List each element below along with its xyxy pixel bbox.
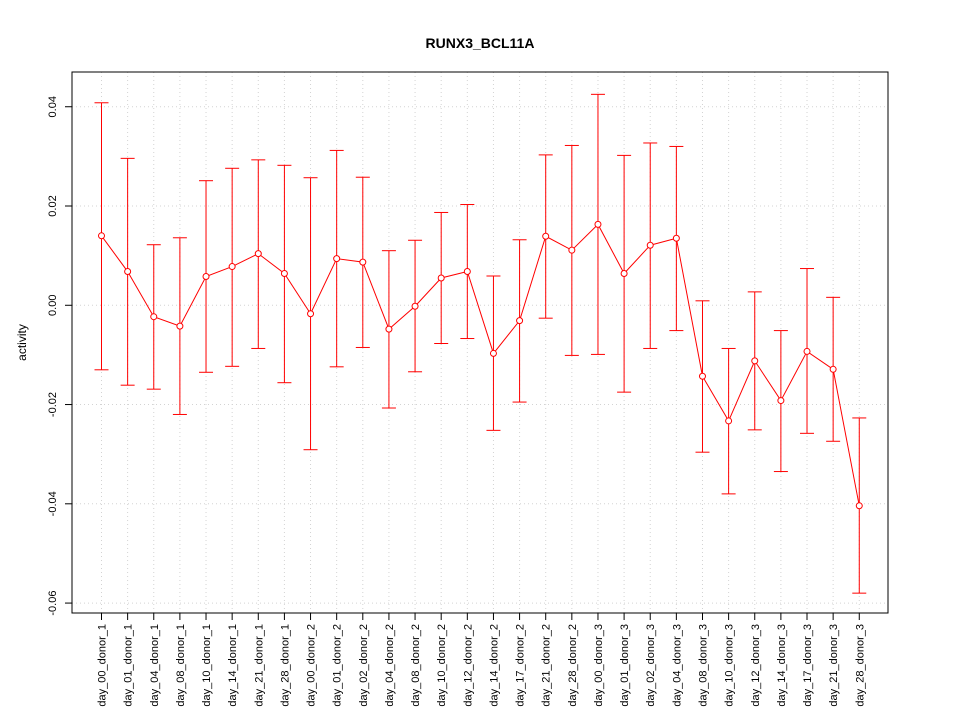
x-tick-label: day_00_donor_2 <box>306 624 318 707</box>
x-tick-label: day_04_donor_3 <box>671 624 683 707</box>
data-point <box>98 232 105 240</box>
x-tick-label: day_04_donor_1 <box>149 624 161 707</box>
data-point <box>150 313 158 321</box>
x-tick-label: day_12_donor_3 <box>750 624 762 707</box>
plot-frame <box>71 71 889 614</box>
data-point <box>489 349 497 357</box>
data-point <box>437 274 445 282</box>
x-tick-label: day_21_donor_1 <box>253 624 265 707</box>
data-point <box>672 234 680 242</box>
x-tick-label: day_14_donor_3 <box>776 624 788 707</box>
x-tick-label: day_02_donor_3 <box>645 624 657 707</box>
x-tick-label: day_10_donor_2 <box>436 624 448 707</box>
data-point <box>202 272 210 280</box>
data-point <box>568 246 576 254</box>
x-tick-label: day_02_donor_2 <box>358 624 370 707</box>
y-tick-label: 0.04 <box>47 96 59 117</box>
x-tick-label: day_12_donor_2 <box>462 624 474 707</box>
data-point <box>803 347 811 355</box>
data-point <box>307 310 315 318</box>
x-tick-label: day_01_donor_2 <box>332 624 344 707</box>
x-tick-label: day_04_donor_2 <box>384 624 396 707</box>
y-tick-label: -0.02 <box>47 392 59 417</box>
data-point <box>725 417 733 425</box>
y-axis: -0.06 -0.04 -0.02 0.00 0.02 0.04 <box>47 96 73 616</box>
x-tick-label: day_28_donor_2 <box>567 624 579 707</box>
y-tick-label: -0.04 <box>47 491 59 516</box>
x-tick-label: day_01_donor_3 <box>619 624 631 707</box>
data-point <box>411 302 419 310</box>
y-tick-label: 0.00 <box>47 295 59 316</box>
data-point <box>542 232 550 240</box>
y-tick-label: 0.02 <box>47 195 59 216</box>
x-tick-label: day_10_donor_3 <box>724 624 736 707</box>
x-tick-label: day_08_donor_1 <box>175 624 187 707</box>
data-point <box>829 365 837 373</box>
x-tick-label: day_00_donor_1 <box>97 624 109 707</box>
y-tick-label: -0.06 <box>47 591 59 616</box>
data-point <box>594 220 602 228</box>
x-tick-label: day_01_donor_1 <box>123 624 135 707</box>
data-point <box>254 250 262 258</box>
data-point <box>124 268 132 276</box>
y-axis-label: activity <box>15 324 29 361</box>
x-tick-label: day_14_donor_2 <box>488 624 500 707</box>
x-tick-label: day_08_donor_2 <box>410 624 422 707</box>
x-tick-label: day_21_donor_2 <box>541 624 553 707</box>
data-point <box>516 317 524 325</box>
data-point <box>280 270 288 278</box>
data-point <box>855 502 863 510</box>
x-tick-label: day_28_donor_3 <box>854 624 866 707</box>
x-tick-label: day_28_donor_1 <box>279 624 291 707</box>
data-point <box>777 397 785 405</box>
x-tick-label: day_10_donor_1 <box>201 624 213 707</box>
data-point <box>228 263 236 271</box>
data-point <box>385 325 393 333</box>
data-point <box>620 270 628 278</box>
data-point <box>646 241 654 249</box>
error-bars <box>94 93 867 594</box>
series-line <box>101 223 860 506</box>
data-point <box>751 357 759 365</box>
data-series <box>98 220 863 510</box>
chart-title: RUNX3_BCL11A <box>426 35 535 51</box>
data-point <box>333 255 341 263</box>
x-tick-label: day_00_donor_3 <box>593 624 605 707</box>
x-axis: day_00_donor_1 day_01_donor_1 day_04_donor… <box>97 612 866 707</box>
x-tick-label: day_21_donor_3 <box>828 624 840 707</box>
grid-lines <box>72 72 888 613</box>
data-point <box>698 372 706 380</box>
x-tick-label: day_08_donor_3 <box>697 624 709 707</box>
x-tick-label: day_17_donor_2 <box>515 624 527 707</box>
data-point <box>463 268 471 276</box>
x-tick-label: day_17_donor_3 <box>802 624 814 707</box>
data-point <box>359 258 367 266</box>
x-tick-label: day_14_donor_1 <box>227 624 239 707</box>
data-point <box>176 322 184 330</box>
